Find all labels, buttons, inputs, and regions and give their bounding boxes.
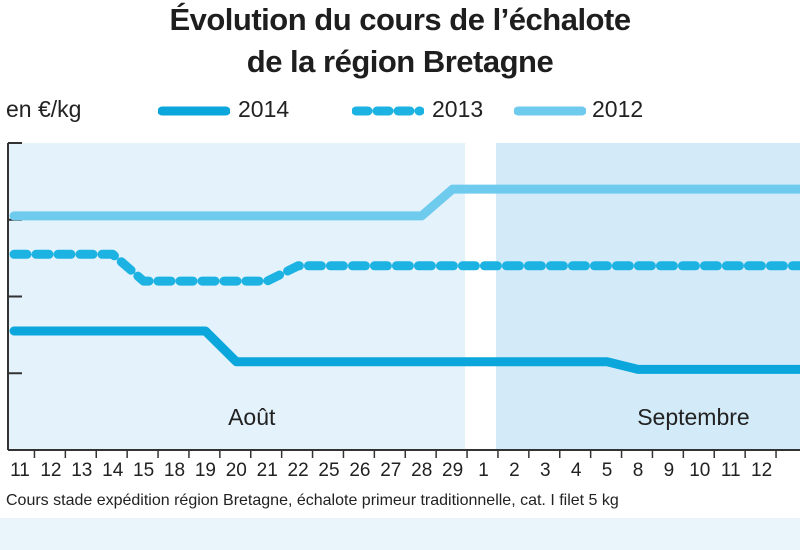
x-tick-label-23: 10: [689, 460, 710, 481]
x-tick-label-10: 22: [288, 460, 309, 481]
chart-footnote: Cours stade expédition région Bretagne, …: [6, 492, 619, 509]
x-tick-label-9: 21: [257, 460, 278, 481]
x-tick-label-1: 11: [10, 460, 30, 481]
month-label-1: Août: [228, 404, 276, 430]
month-band-2: [495, 143, 800, 450]
chart-title-line-1: Évolution du cours de l’échalote: [169, 2, 631, 37]
x-tick-label-17: 2: [509, 460, 520, 481]
legend-label-2014: 2014: [238, 96, 290, 122]
series-line-2014: [9, 326, 800, 374]
x-tick-label-7: 19: [195, 460, 216, 481]
x-tick-label-22: 9: [664, 460, 675, 481]
bottom-band: [0, 518, 800, 550]
chart-title-line-2: de la région Bretagne: [246, 44, 554, 79]
legend-line-2014: [158, 106, 230, 116]
legend-line-2012: [514, 106, 586, 116]
legend-line-2013: [352, 106, 424, 116]
month-band-1: [8, 143, 466, 450]
x-tick-label-2: 12: [40, 460, 61, 481]
legend-label-2012: 2012: [592, 96, 644, 122]
y-axis-unit-label: en €/kg: [6, 96, 82, 122]
series-line-2013: [9, 249, 800, 286]
x-tick-label-18: 3: [540, 460, 551, 481]
x-tick-label-25: 12: [751, 460, 772, 481]
x-tick-label-6: 18: [164, 460, 185, 481]
x-tick-label-16: 1: [478, 460, 489, 481]
legend-label-2013: 2013: [432, 96, 484, 122]
x-tick-label-24: 11: [721, 460, 741, 481]
month-label-2: Septembre: [637, 404, 750, 430]
x-tick-label-20: 5: [602, 460, 613, 481]
x-tick-label-3: 13: [71, 460, 92, 481]
x-tick-label-19: 4: [571, 460, 582, 481]
x-tick-label-15: 29: [442, 460, 463, 481]
x-tick-label-5: 15: [133, 460, 154, 481]
x-tick-label-13: 27: [380, 460, 401, 481]
x-tick-label-11: 25: [318, 460, 339, 481]
x-tick-label-8: 20: [226, 460, 247, 481]
x-tick-label-14: 28: [411, 460, 432, 481]
series-line-2012: [9, 184, 800, 221]
x-tick-label-4: 14: [102, 460, 124, 481]
x-tick-label-21: 8: [633, 460, 644, 481]
x-tick-label-12: 26: [349, 460, 370, 481]
